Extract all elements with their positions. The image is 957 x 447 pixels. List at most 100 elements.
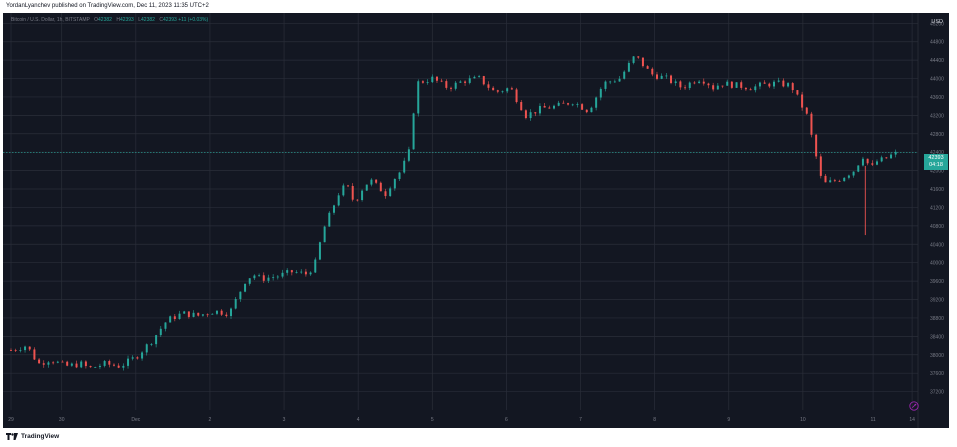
candle-body: [768, 83, 771, 87]
axis-layer: 37200 37600 38000 38400 38800 39200 39600 40000…: [8, 21, 944, 423]
candle-body: [225, 314, 228, 317]
x-tick-label: 8: [653, 417, 656, 423]
candle-body: [702, 81, 705, 84]
candle-body: [698, 81, 701, 84]
y-tick-label: 38400: [930, 334, 944, 340]
candle-body: [618, 78, 621, 82]
gear-icon[interactable]: [909, 401, 919, 411]
candle-body: [10, 350, 12, 351]
x-tick-label: 3: [283, 417, 286, 423]
candle-body: [581, 104, 584, 110]
change-value: +11 (+0.03%): [178, 17, 209, 23]
candle-body: [553, 105, 555, 109]
x-tick-label: Dec: [131, 417, 140, 423]
candle-body: [450, 87, 453, 89]
candle-body: [609, 81, 612, 83]
candle-body: [562, 102, 565, 104]
published-by-line: YordanLyanchev published on TradingView.…: [6, 3, 209, 9]
candle-body: [440, 80, 443, 82]
candle-body: [61, 361, 64, 363]
y-tick-label: 41600: [930, 187, 944, 193]
symbol-legend: Bitcoin / U.S. Dollar, 1h, BITSTAMP O423…: [11, 17, 208, 23]
candle-body: [847, 175, 850, 178]
candle-body: [623, 71, 626, 79]
candle-body: [80, 361, 83, 368]
candle-body: [740, 82, 743, 88]
candle-body: [520, 102, 523, 111]
x-tick-label: 2: [209, 417, 212, 423]
candle-body: [548, 107, 551, 109]
y-tick-label: 42800: [930, 132, 944, 138]
candle-body: [524, 110, 527, 119]
candle-body: [763, 82, 766, 84]
currency-label: USD: [931, 19, 943, 25]
candle-body: [150, 344, 153, 345]
candle-body: [276, 276, 279, 278]
candle-body: [136, 357, 139, 359]
footer-brand: TradingView: [21, 433, 60, 440]
candle-body: [445, 81, 448, 88]
candle-body: [230, 308, 233, 317]
candle-body: [875, 161, 878, 165]
candle-body: [861, 158, 864, 166]
candle-body: [529, 112, 532, 119]
candle-body: [674, 81, 677, 84]
candle-body: [707, 83, 710, 86]
y-tick-label: 40800: [930, 224, 944, 230]
price-chart[interactable]: 37200 37600 38000 38400 38800 39200 39600 40000…: [3, 13, 949, 428]
candle-body: [595, 97, 598, 108]
candle-body: [159, 328, 162, 336]
candle-body: [534, 112, 537, 114]
y-tick-label: 44400: [930, 58, 944, 64]
candle-body: [417, 81, 420, 114]
y-tick-label: 41200: [930, 205, 944, 211]
candle-body: [758, 82, 761, 87]
candle-body: [384, 191, 387, 197]
candle-body: [314, 259, 317, 273]
y-tick-label: 37600: [930, 371, 944, 377]
candle-body: [342, 185, 345, 196]
candle-body: [819, 156, 822, 176]
candle-body: [239, 291, 242, 300]
candle-body: [838, 180, 841, 182]
candle-body: [393, 178, 396, 189]
y-tick-label: 40000: [930, 261, 944, 267]
candle-body: [478, 76, 481, 77]
open-value: 42382: [98, 17, 112, 23]
low-label: L: [138, 17, 142, 23]
candle-body: [89, 366, 92, 368]
candle-body: [857, 165, 860, 172]
candle-body: [234, 299, 237, 309]
high-label: H: [116, 17, 120, 23]
candle-body: [464, 81, 467, 83]
candle-body: [852, 171, 855, 176]
candle-body: [805, 107, 808, 114]
candle-body: [585, 109, 588, 113]
candle-body: [117, 365, 120, 368]
candle-body: [880, 157, 883, 162]
x-tick-label: 6: [505, 417, 508, 423]
x-tick-label: 5: [431, 417, 434, 423]
footer: TradingView: [6, 433, 59, 440]
candle-body: [885, 157, 888, 159]
candle-body: [468, 78, 471, 83]
candle-body: [538, 105, 541, 114]
y-tick-label: 45200: [930, 21, 944, 27]
candle-body: [14, 350, 17, 352]
candle-body: [28, 346, 31, 350]
candle-body: [262, 275, 265, 281]
candle-body: [665, 75, 668, 77]
candle-body: [735, 82, 738, 88]
candle-body: [24, 346, 27, 351]
x-tick-label: 14: [909, 417, 915, 423]
chart-frame[interactable]: 37200 37600 38000 38400 38800 39200 39600 40000…: [3, 13, 949, 428]
candle-body: [510, 88, 513, 90]
candle-body: [56, 361, 59, 363]
candle-body: [47, 362, 50, 365]
tradingview-logo-icon: [6, 433, 18, 440]
candle-body: [19, 350, 22, 351]
candle-body: [173, 316, 176, 320]
candle-body: [272, 277, 275, 279]
x-tick-label: 4: [357, 417, 360, 423]
candle-body: [773, 81, 776, 87]
